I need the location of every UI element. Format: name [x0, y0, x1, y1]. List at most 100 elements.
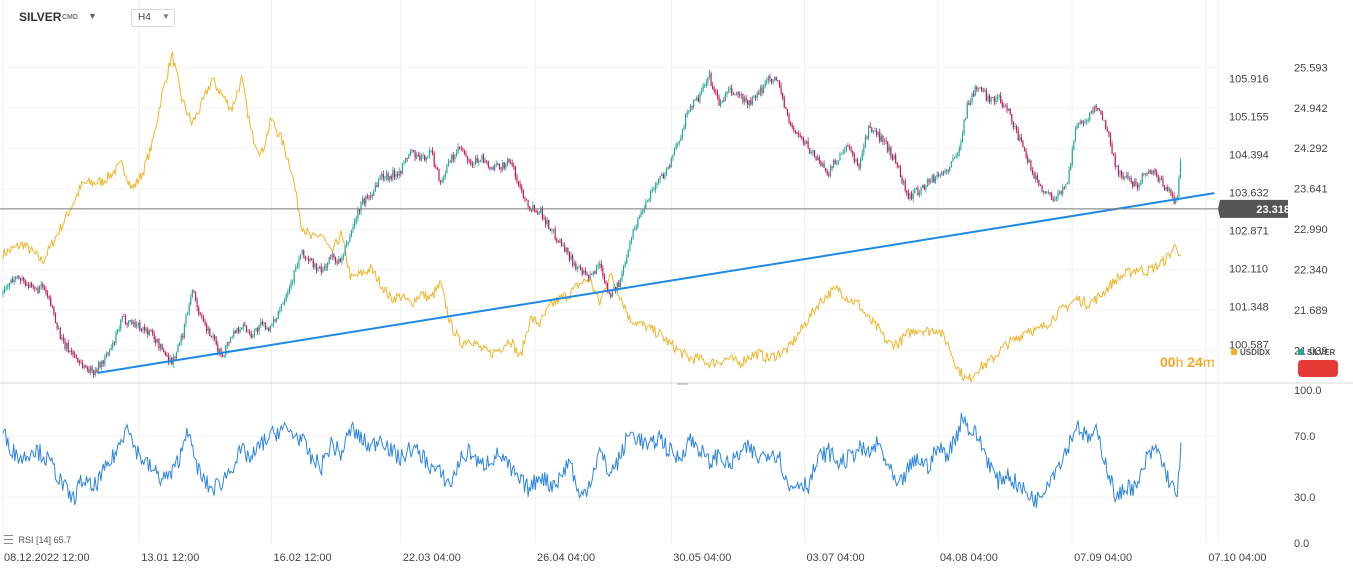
silver-candle [632, 229, 634, 238]
silver-candle [225, 345, 227, 356]
silver-candle [799, 134, 801, 137]
silver-candle [642, 211, 644, 213]
silver-candle [210, 335, 213, 338]
silver-candle [443, 176, 445, 181]
silver-candle [183, 323, 185, 338]
silver-candle [622, 266, 625, 274]
rsi-info[interactable]: RSI [14] 65.7 [4, 535, 71, 545]
silver-candle [1054, 199, 1056, 201]
silver-candle [387, 173, 389, 180]
legend-silver[interactable]: SILVER [1298, 348, 1335, 357]
silver-candle [131, 320, 133, 324]
silver-candle [404, 158, 407, 163]
silver-candle [206, 324, 208, 331]
silver-candle [1092, 110, 1094, 112]
silver-candle [973, 93, 975, 96]
silver-candle [163, 349, 165, 353]
silver-candle [276, 318, 278, 321]
silver-candle [508, 159, 510, 163]
silver-candle [1070, 164, 1072, 170]
trendline-layer[interactable] [97, 192, 1215, 374]
silver-candle [920, 187, 922, 193]
silver-candle [11, 279, 14, 283]
silver-candle [955, 155, 957, 158]
silver-candle [645, 201, 647, 209]
silver-candle [261, 321, 263, 324]
silver-candle [408, 155, 410, 159]
silver-candle [982, 90, 984, 92]
symbol-dropdown-icon[interactable]: ▼ [88, 11, 97, 21]
silver-candle [19, 279, 22, 281]
silver-candle [715, 91, 717, 93]
silver-candle [266, 328, 268, 330]
silver-candle [586, 272, 588, 276]
silver-candle [53, 306, 55, 314]
rsi-tick-label: 70.0 [1294, 431, 1315, 443]
silver-candle [938, 174, 940, 176]
silver-candle [1004, 105, 1007, 108]
silver-candle [1055, 197, 1057, 200]
silver-candle [366, 196, 368, 198]
silver-candle [175, 352, 178, 359]
silver-candle [591, 274, 593, 276]
silver-candle [826, 171, 828, 175]
silver-candle [1098, 108, 1100, 111]
silver-candle [293, 270, 295, 282]
silver-candle [467, 156, 469, 161]
silver-candle [949, 166, 951, 171]
silver-candle [513, 165, 515, 167]
silver-candle [998, 95, 1000, 97]
silver-candle [778, 80, 781, 87]
silver-candle [406, 158, 408, 159]
silver-candle [1149, 170, 1151, 173]
silver-candle [430, 150, 432, 152]
silver-candle [653, 189, 655, 191]
silver-candle [1028, 160, 1030, 163]
silver-candle [1097, 108, 1099, 109]
x-tick-label: 07.10 04:00 [1208, 552, 1266, 564]
silver-candle [963, 119, 965, 135]
silver-candle [481, 155, 483, 160]
silver-candle [457, 146, 459, 153]
silver-candle [263, 322, 265, 324]
silver-candle [242, 324, 244, 328]
silver-candle [1146, 173, 1148, 175]
timeframe-select[interactable]: H4 ▼ [131, 9, 175, 27]
silver-candle [179, 342, 181, 346]
symbol-name[interactable]: SILVER [19, 10, 62, 24]
silver-candle [810, 152, 812, 154]
silver-candle [1033, 173, 1035, 179]
silver-candle [473, 164, 475, 166]
silver-candle [258, 325, 260, 332]
silver-candle [218, 348, 221, 353]
silver-candle [785, 107, 787, 110]
silver-candle [1167, 187, 1169, 191]
silver-candle [1179, 161, 1182, 178]
rsi-tick-label: 100.0 [1294, 385, 1322, 397]
silver-candle [182, 335, 184, 338]
silver-candle [13, 279, 15, 283]
silver-candle [136, 324, 138, 327]
silver-candle [1044, 191, 1046, 194]
alert-badge[interactable] [1298, 360, 1338, 377]
silver-candle [16, 275, 18, 277]
legend-usdidx[interactable]: USDIDX [1231, 348, 1270, 357]
silver-candle [349, 236, 351, 243]
silver-candle [334, 257, 337, 263]
silver-candle [852, 151, 854, 155]
silver-candle [118, 328, 120, 330]
silver-candle [120, 319, 122, 329]
silver-candle [1023, 147, 1026, 151]
silver-candle [910, 193, 913, 199]
rsi-period: [14] [36, 535, 52, 545]
silver-candle [1106, 128, 1108, 132]
silver-candle [506, 159, 509, 165]
silver-candle [987, 95, 989, 101]
menu-icon[interactable] [4, 535, 13, 544]
silver-candle [718, 96, 720, 106]
silver-candle [899, 167, 902, 178]
silver-candle [490, 167, 493, 169]
x-tick-label: 04.08 04:00 [940, 552, 998, 564]
silver-candle [328, 257, 330, 264]
